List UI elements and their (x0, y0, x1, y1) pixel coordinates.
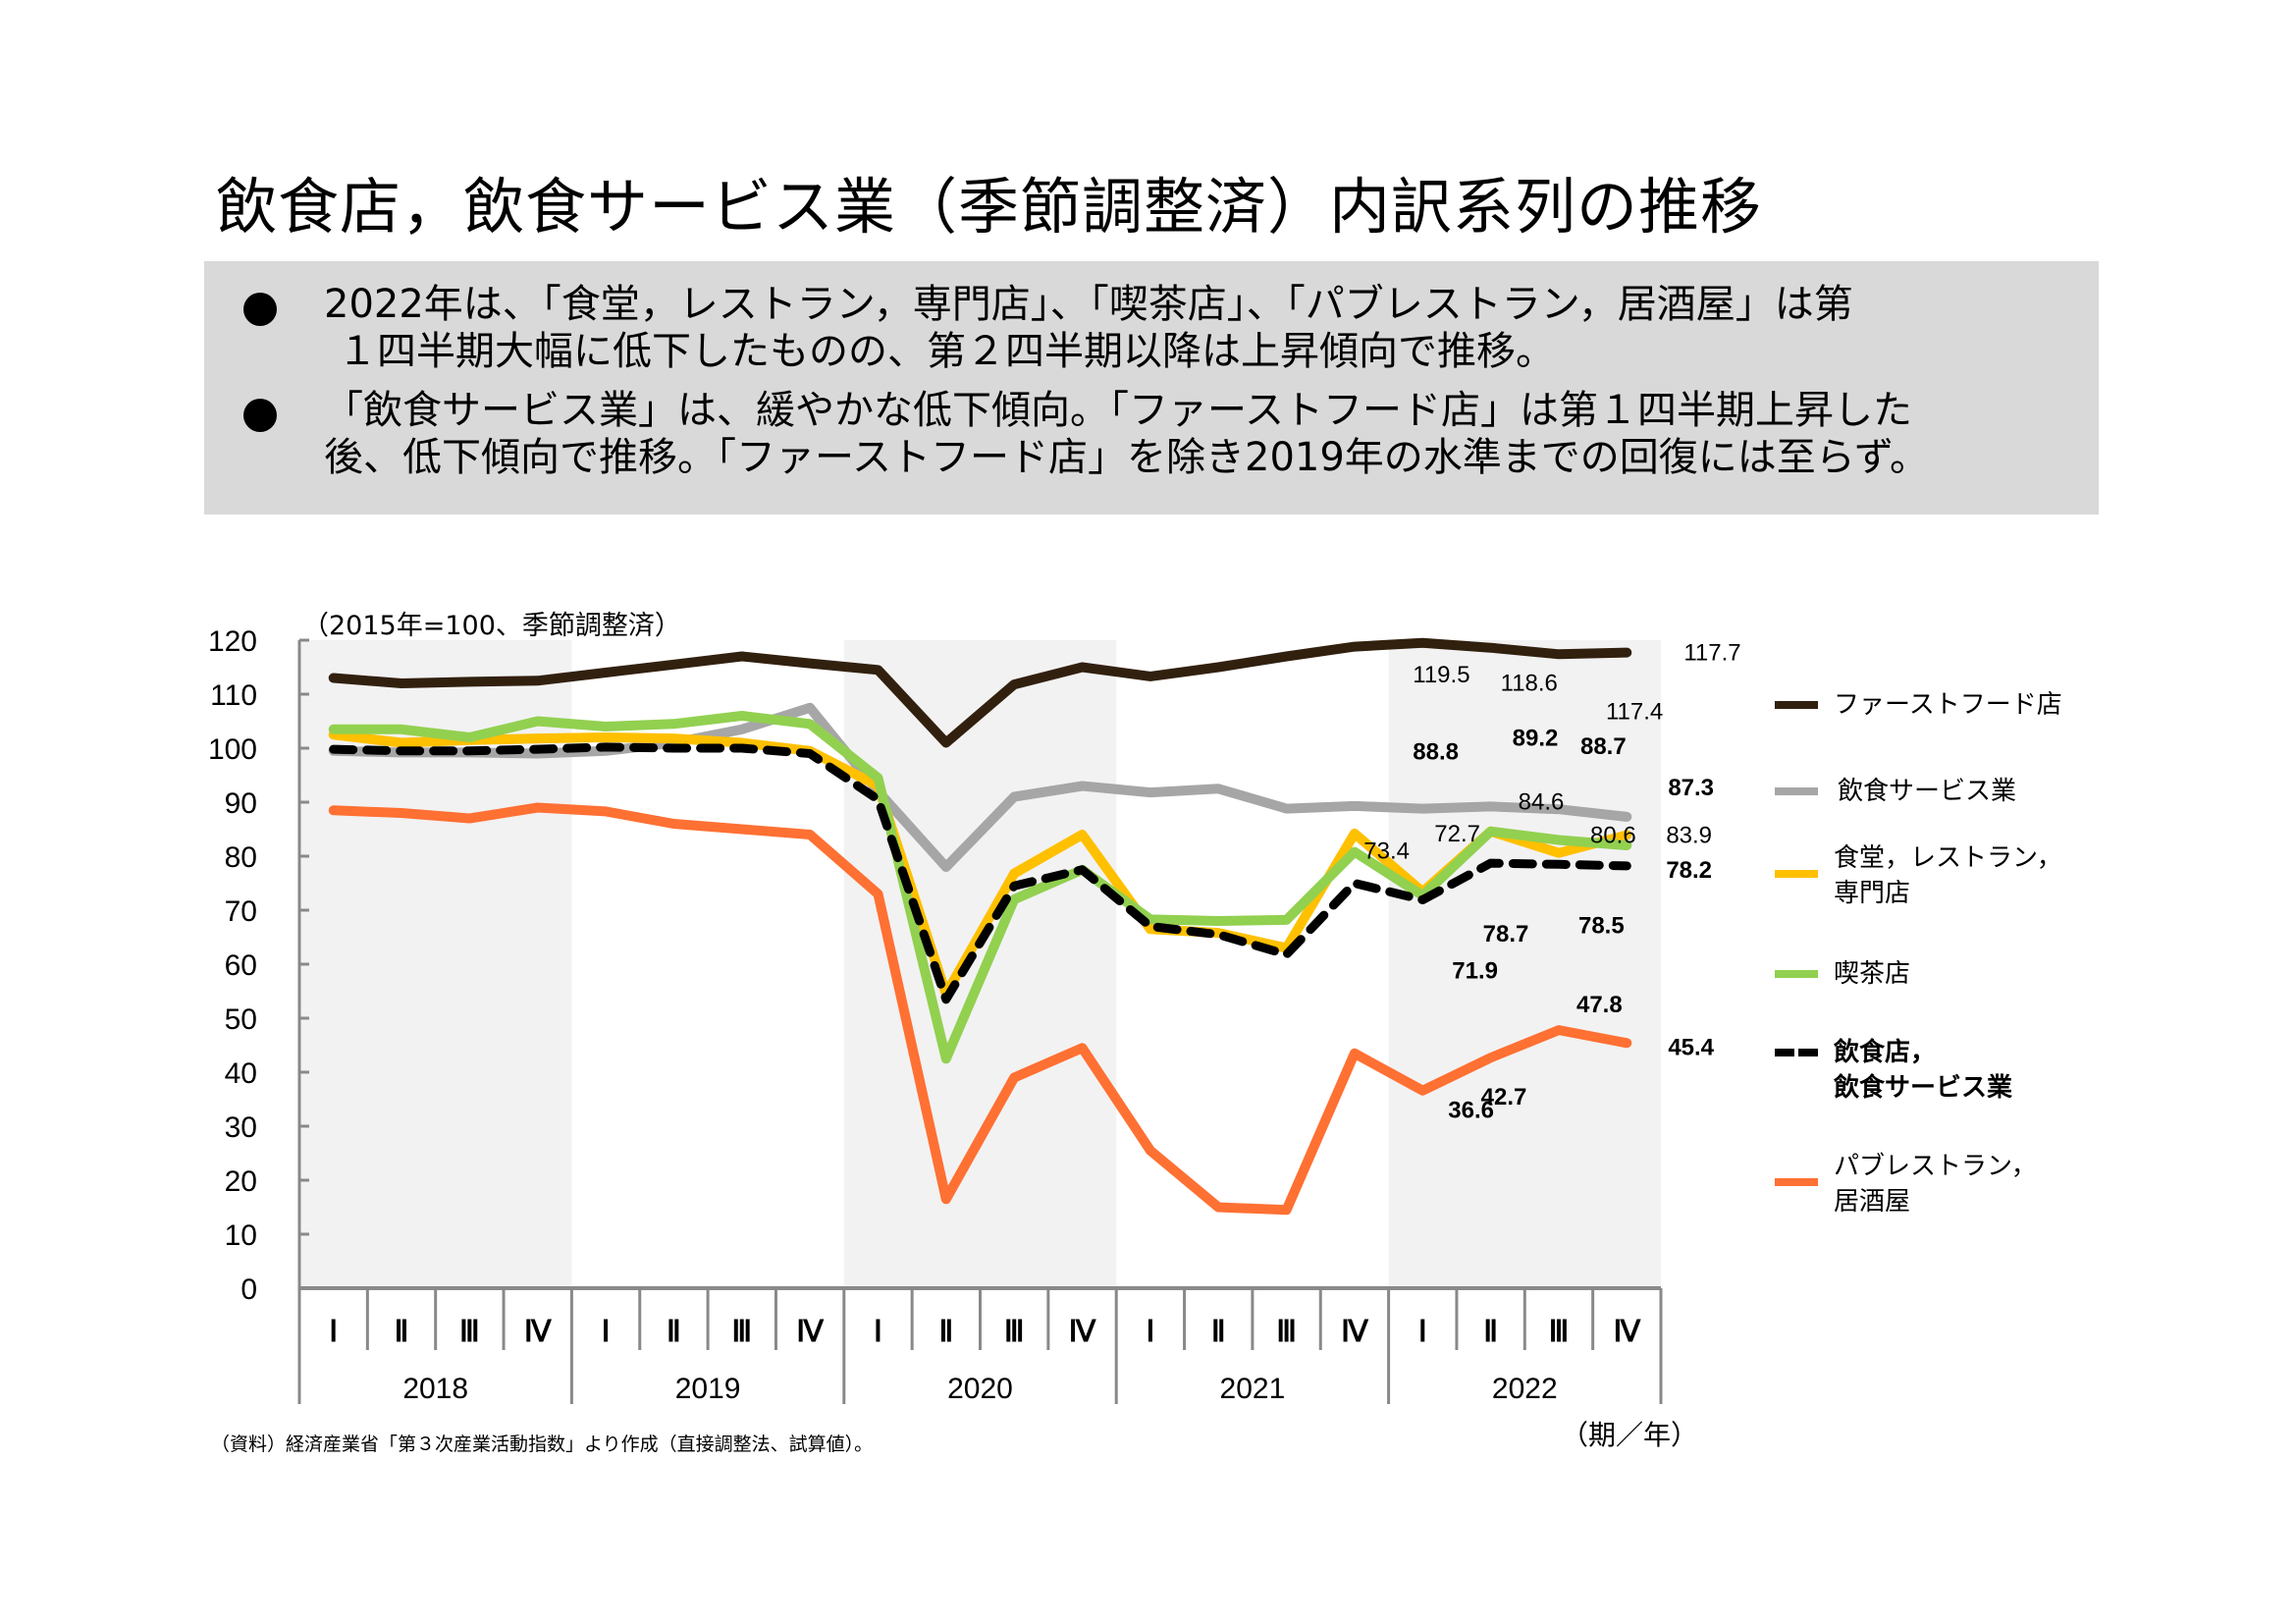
series-line-0 (328, 637, 1632, 748)
data-label: 84.6 (1519, 789, 1565, 816)
x-quarter-label: Ⅲ (731, 1316, 752, 1348)
data-label: 88.7 (1580, 733, 1627, 760)
data-label: 71.9 (1452, 958, 1498, 985)
data-label: 117.7 (1683, 640, 1740, 667)
y-axis-unit-label: （2015年=100、季節調整済） (302, 611, 681, 641)
series-line-2 (328, 730, 1632, 1000)
x-quarter-label: Ⅰ (1418, 1316, 1427, 1348)
x-quarter-label: Ⅰ (329, 1316, 338, 1348)
bullet-dot-icon (243, 399, 277, 432)
x-quarter-label: Ⅱ (1483, 1316, 1498, 1348)
data-label: 118.6 (1501, 671, 1558, 697)
summary-line: 2022年は、「食堂，レストラン，専門店」、「喫茶店」、「パブレストラン，居酒屋… (324, 282, 1853, 327)
x-quarter-label: Ⅳ (1613, 1316, 1641, 1348)
y-tick-label: 80 (225, 841, 257, 874)
year-band-2020 (843, 640, 1117, 1288)
data-label: 88.8 (1413, 739, 1459, 766)
x-quarter-label: Ⅱ (667, 1316, 681, 1348)
legend-label: ファーストフード店 (1834, 690, 2062, 720)
legend-swatch (1775, 787, 1818, 795)
y-tick-label: 120 (208, 625, 257, 658)
x-quarter-label: Ⅰ (874, 1316, 882, 1348)
series-line-5 (328, 802, 1632, 1216)
data-label: 78.5 (1578, 912, 1625, 939)
bullet-dot-icon (243, 293, 277, 326)
source-footnote: （資料）経済産業省「第３次産業活動指数」より作成（直接調整法、試算値）。 (211, 1434, 874, 1455)
x-year-label: 2022 (1492, 1373, 1558, 1405)
x-quarter-label: Ⅳ (1341, 1316, 1369, 1348)
summary-line: 「飲食サービス業」は、緩やかな低下傾向。「ファーストフード店」は第１四半期上昇し… (324, 388, 1912, 433)
x-quarter-label: Ⅳ (1069, 1316, 1097, 1348)
x-year-label: 2018 (402, 1373, 468, 1405)
legend-label: 飲食サービス業 (1838, 777, 2017, 806)
data-label: 73.4 (1363, 838, 1410, 864)
data-label: 119.5 (1413, 662, 1469, 688)
legend-label: 食堂，レストラン， 専門店 (1834, 843, 2062, 908)
x-year-label: 2019 (675, 1373, 741, 1405)
series-line-3 (328, 711, 1632, 1064)
x-quarter-label: Ⅲ (459, 1316, 480, 1348)
x-quarter-label: Ⅳ (796, 1316, 825, 1348)
summary-line: 後、低下傾向で推移。「ファーストフード店」を除き2019年の水準までの回復には至… (324, 435, 1929, 480)
summary-box: 2022年は、「食堂，レストラン，専門店」、「喫茶店」、「パブレストラン，居酒屋… (204, 261, 2099, 514)
y-tick-label: 20 (225, 1165, 257, 1198)
y-tick-label: 30 (225, 1111, 257, 1144)
data-label: 80.6 (1590, 823, 1636, 849)
data-label: 83.9 (1666, 823, 1712, 849)
data-label: 45.4 (1668, 1034, 1714, 1060)
data-label: 78.7 (1483, 921, 1529, 947)
x-quarter-label: Ⅰ (1146, 1316, 1154, 1348)
legend-swatch (1775, 970, 1818, 978)
y-tick-label: 100 (208, 733, 257, 766)
y-tick-label: 60 (225, 949, 257, 982)
data-label: 72.7 (1434, 821, 1480, 847)
data-label: 42.7 (1481, 1084, 1527, 1110)
y-tick-label: 110 (210, 679, 257, 712)
series-line-4 (329, 742, 1631, 1004)
legend-label: パブレストラン， 居酒屋 (1834, 1152, 2037, 1217)
legend-swatch (1775, 701, 1818, 709)
x-axis-unit-label: （期／年） (1561, 1419, 1699, 1451)
x-quarter-label: Ⅰ (602, 1316, 611, 1348)
legend-swatch (1775, 870, 1818, 878)
x-quarter-label: Ⅲ (1276, 1316, 1297, 1348)
x-quarter-label: Ⅱ (395, 1316, 409, 1348)
y-tick-label: 0 (240, 1273, 257, 1306)
x-quarter-label: Ⅲ (1004, 1316, 1025, 1348)
x-quarter-label: Ⅱ (938, 1316, 953, 1348)
y-tick-label: 10 (225, 1219, 257, 1252)
x-year-label: 2020 (947, 1373, 1013, 1405)
year-band-2022 (1388, 640, 1661, 1288)
x-quarter-label: Ⅱ (1211, 1316, 1226, 1348)
legend-label: 喫茶店 (1834, 959, 1911, 989)
page-title: 飲食店，飲食サービス業（季節調整済）内訳系列の推移 (216, 171, 1763, 243)
x-quarter-label: Ⅳ (524, 1316, 553, 1348)
x-quarter-label: Ⅲ (1549, 1316, 1570, 1348)
data-label: 78.2 (1666, 857, 1712, 884)
legend-label: 飲食店， 飲食サービス業 (1834, 1038, 2013, 1103)
data-label: 36.6 (1448, 1098, 1494, 1124)
legend-swatch-dashed (1775, 1049, 1818, 1056)
data-label: 89.2 (1513, 725, 1559, 751)
y-tick-label: 90 (225, 787, 257, 820)
data-label: 87.3 (1668, 775, 1714, 801)
legend-swatch (1775, 1178, 1818, 1186)
summary-line: １四半期大幅に低下したものの、第２四半期以降は上昇傾向で推移。 (338, 329, 1555, 374)
y-tick-label: 40 (225, 1057, 257, 1090)
y-tick-label: 50 (225, 1003, 257, 1036)
data-label: 117.4 (1606, 698, 1663, 725)
x-year-label: 2021 (1220, 1373, 1286, 1405)
y-tick-label: 70 (225, 895, 257, 928)
data-label: 47.8 (1576, 992, 1623, 1018)
